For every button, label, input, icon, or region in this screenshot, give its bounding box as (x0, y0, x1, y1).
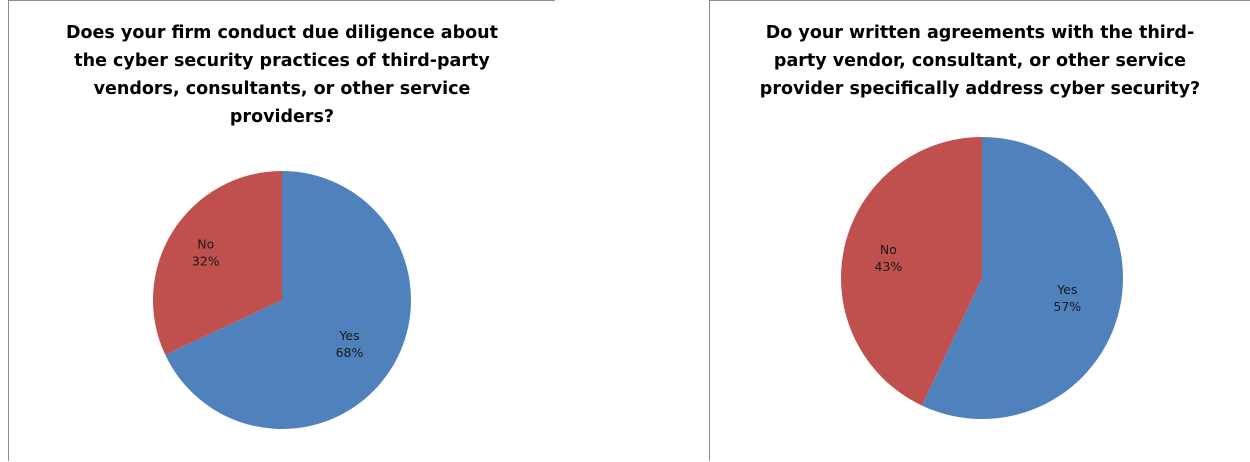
data-label-no: No 32% (192, 237, 220, 269)
data-label-value: 57% (1053, 299, 1081, 314)
chart-title: Do your written agreements with the thir… (759, 23, 1201, 99)
pie-slice-yes (921, 137, 1124, 420)
chart-panel-written-agreements: Do your written agreements with the thir… (709, 0, 1250, 461)
pie-slice-no (153, 171, 282, 355)
data-label-category: Yes (338, 328, 359, 343)
pie-slice-no (841, 137, 982, 406)
data-label-no: No 43% (875, 242, 903, 274)
pie-slice-yes (165, 171, 412, 429)
pie-chart: Yes 68% No 32% (153, 171, 412, 429)
data-label-value: 43% (875, 259, 903, 274)
pie-chart: Yes 57% No 43% (841, 137, 1124, 420)
data-label-category: No (880, 242, 897, 257)
data-label-value: 32% (192, 254, 220, 269)
data-label-category: No (197, 237, 214, 252)
chart-panel-due-diligence: Does your firm conduct due diligence abo… (8, 0, 555, 461)
data-label-yes: Yes 68% (336, 328, 364, 360)
data-label-value: 68% (336, 345, 364, 360)
chart-title: Does your firm conduct due diligence abo… (66, 23, 498, 127)
data-label-yes: Yes 57% (1053, 282, 1081, 314)
data-label-category: Yes (1056, 282, 1077, 297)
